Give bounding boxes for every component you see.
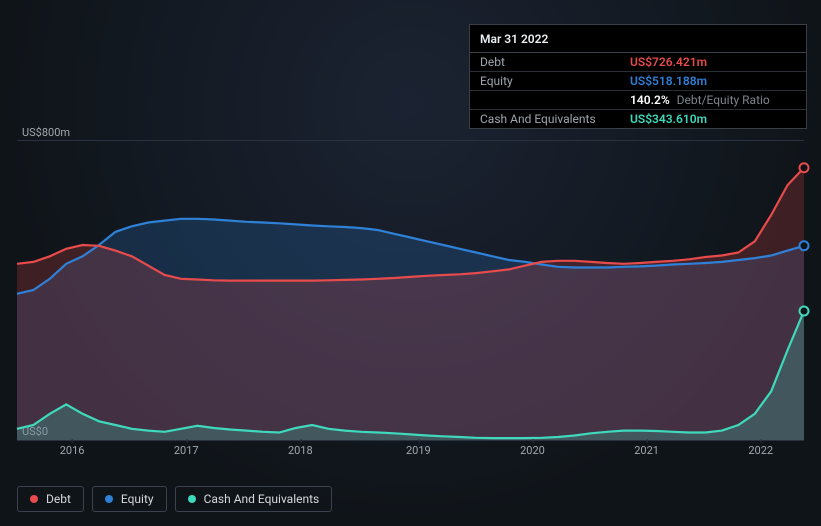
legend-item-debt[interactable]: Debt bbox=[17, 486, 84, 512]
tooltip-row-value: US$343.610m bbox=[630, 112, 707, 126]
plot-area[interactable] bbox=[17, 140, 804, 440]
tooltip-row-suffix: Debt/Equity Ratio bbox=[674, 93, 770, 107]
x-axis-tick: 2016 bbox=[60, 444, 85, 457]
tooltip-row: 140.2% Debt/Equity Ratio bbox=[470, 91, 806, 110]
x-axis-tick: 2019 bbox=[406, 444, 431, 457]
legend-label: Equity bbox=[121, 492, 154, 506]
x-axis-tick: 2017 bbox=[174, 444, 199, 457]
legend-item-cash-and-equivalents[interactable]: Cash And Equivalents bbox=[175, 486, 333, 512]
x-axis-tick: 2018 bbox=[288, 444, 313, 457]
tooltip-row-value: US$518.188m bbox=[630, 74, 707, 88]
x-axis-tick: 2022 bbox=[748, 444, 773, 457]
tooltip-row-value: 140.2% Debt/Equity Ratio bbox=[630, 93, 770, 107]
tooltip-row-label: Cash And Equivalents bbox=[480, 112, 630, 126]
legend-item-equity[interactable]: Equity bbox=[92, 486, 167, 512]
x-axis-tick: 2020 bbox=[520, 444, 545, 457]
x-axis-tick: 2021 bbox=[634, 444, 659, 457]
tooltip-row-label: Equity bbox=[480, 74, 630, 88]
x-axis: 2016 2017 2018 2019 2020 2021 2022 bbox=[17, 440, 804, 460]
tooltip-row: Cash And EquivalentsUS$343.610m bbox=[470, 110, 806, 128]
tooltip-row: EquityUS$518.188m bbox=[470, 72, 806, 91]
series-endpoint-equity bbox=[800, 241, 809, 250]
y-axis-max-label: US$800m bbox=[22, 126, 70, 139]
tooltip-date: Mar 31 2022 bbox=[470, 25, 806, 53]
legend-label: Debt bbox=[46, 492, 71, 506]
legend-dot bbox=[30, 495, 38, 503]
tooltip-row: DebtUS$726.421m bbox=[470, 53, 806, 72]
legend-dot bbox=[105, 495, 113, 503]
legend-label: Cash And Equivalents bbox=[204, 492, 320, 506]
tooltip-row-label: Debt bbox=[480, 55, 630, 69]
series-endpoint-cash bbox=[800, 307, 809, 316]
legend-dot bbox=[188, 495, 196, 503]
tooltip-row-value: US$726.421m bbox=[630, 55, 707, 69]
debt-equity-chart: Mar 31 2022 DebtUS$726.421mEquityUS$518.… bbox=[0, 0, 821, 526]
tooltip-row-label bbox=[480, 93, 630, 107]
chart-tooltip: Mar 31 2022 DebtUS$726.421mEquityUS$518.… bbox=[469, 24, 807, 129]
series-area-debt bbox=[17, 168, 804, 440]
chart-legend: Debt Equity Cash And Equivalents bbox=[17, 486, 332, 512]
series-endpoint-debt bbox=[800, 163, 809, 172]
